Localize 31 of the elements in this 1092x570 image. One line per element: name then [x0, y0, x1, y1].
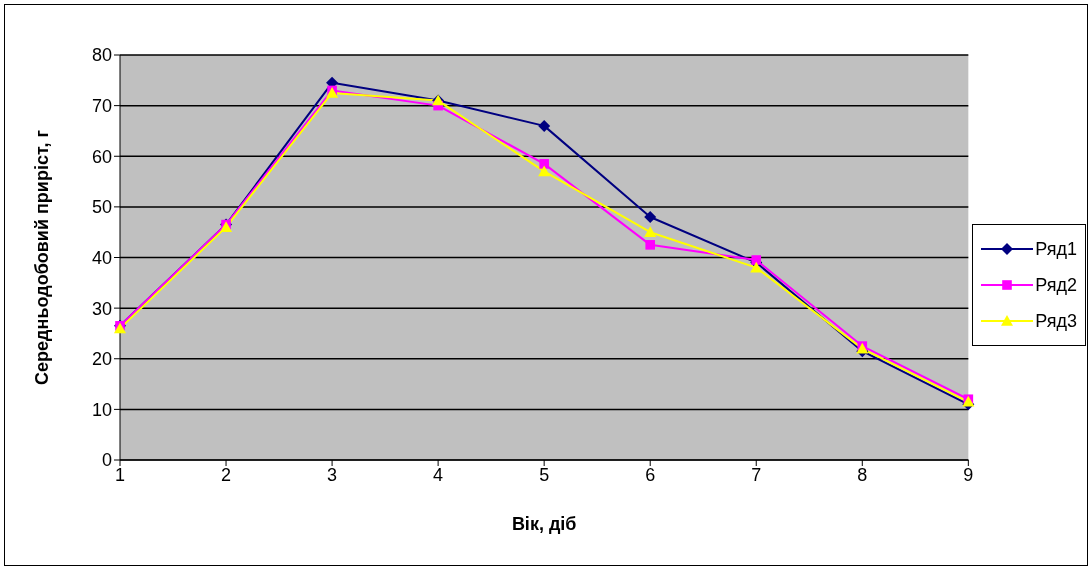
x-tick-label: 8 — [857, 464, 868, 485]
y-tick-label: 40 — [91, 247, 112, 268]
y-tick-label: 30 — [91, 298, 112, 319]
point — [750, 261, 763, 273]
y-tick-label: 80 — [91, 45, 112, 66]
point — [644, 211, 657, 223]
point — [644, 226, 657, 237]
x-tick-label: 2 — [221, 464, 232, 485]
y-tick-label: 70 — [91, 96, 112, 117]
y-tick-label: 60 — [91, 146, 112, 167]
x-tick-label: 5 — [539, 464, 550, 485]
point — [645, 240, 656, 250]
x-tick-label: 4 — [433, 464, 444, 485]
y-axis-title: Середньодобовий приріст, г — [32, 129, 53, 385]
legend-label: Ряд2 — [1035, 274, 1077, 296]
point — [538, 119, 551, 132]
point — [538, 165, 551, 177]
x-tick-label: 9 — [963, 464, 974, 485]
x-tick-label: 7 — [751, 464, 762, 485]
point — [751, 255, 762, 265]
y-tick-label: 0 — [101, 450, 112, 471]
y-tick-label: 50 — [91, 197, 112, 218]
y-tick-label: 20 — [91, 349, 112, 370]
x-tick-label: 1 — [114, 464, 126, 485]
x-tick-label: 6 — [645, 464, 656, 485]
x-axis-title: Вік, діб — [511, 514, 577, 534]
point — [539, 159, 549, 169]
x-tick-label: 3 — [327, 464, 338, 485]
y-tick-label: 10 — [91, 399, 112, 420]
legend-label: Ряд3 — [1035, 310, 1077, 332]
legend-label: Ряд1 — [1035, 238, 1077, 260]
